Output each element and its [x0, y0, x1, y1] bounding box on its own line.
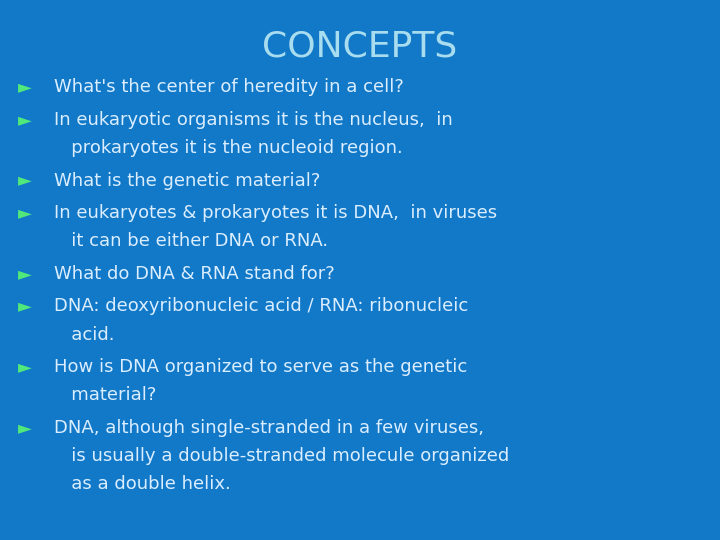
Text: acid.: acid. [54, 326, 114, 343]
Text: What is the genetic material?: What is the genetic material? [54, 172, 320, 190]
Text: DNA: deoxyribonucleic acid / RNA: ribonucleic: DNA: deoxyribonucleic acid / RNA: ribonu… [54, 298, 468, 315]
Text: DNA, although single-stranded in a few viruses,: DNA, although single-stranded in a few v… [54, 419, 484, 437]
Text: ►: ► [18, 298, 32, 315]
Text: ►: ► [18, 172, 32, 190]
Text: What do DNA & RNA stand for?: What do DNA & RNA stand for? [54, 265, 335, 283]
Text: material?: material? [54, 387, 156, 404]
Text: ►: ► [18, 204, 32, 222]
Text: In eukaryotes & prokaryotes it is DNA,  in viruses: In eukaryotes & prokaryotes it is DNA, i… [54, 204, 497, 222]
Text: What's the center of heredity in a cell?: What's the center of heredity in a cell? [54, 78, 404, 96]
Text: CONCEPTS: CONCEPTS [262, 30, 458, 64]
Text: prokaryotes it is the nucleoid region.: prokaryotes it is the nucleoid region. [54, 139, 402, 157]
Text: In eukaryotic organisms it is the nucleus,  in: In eukaryotic organisms it is the nucleu… [54, 111, 453, 129]
Text: it can be either DNA or RNA.: it can be either DNA or RNA. [54, 232, 328, 251]
Text: is usually a double-stranded molecule organized: is usually a double-stranded molecule or… [54, 447, 509, 465]
Text: How is DNA organized to serve as the genetic: How is DNA organized to serve as the gen… [54, 358, 467, 376]
Text: ►: ► [18, 78, 32, 96]
Text: ►: ► [18, 265, 32, 283]
Text: ►: ► [18, 358, 32, 376]
Text: as a double helix.: as a double helix. [54, 475, 230, 494]
Text: ►: ► [18, 111, 32, 129]
Text: ►: ► [18, 419, 32, 437]
